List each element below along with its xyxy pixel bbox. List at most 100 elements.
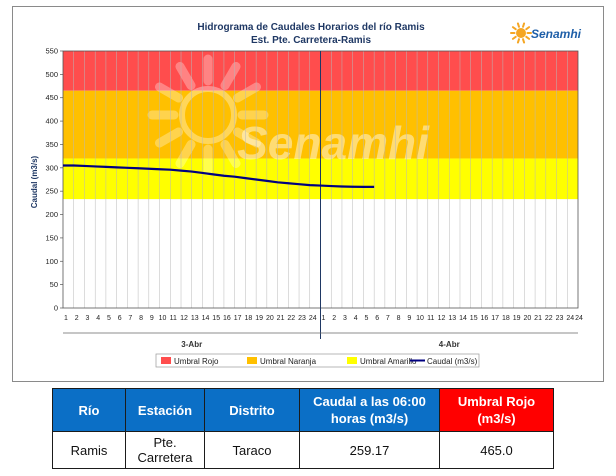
x-tick-label: 4 <box>96 315 100 322</box>
header-estacion: Estación <box>125 388 205 432</box>
cell-estacion: Pte. Carretera <box>125 431 205 469</box>
logo-text: Senamhi <box>531 27 582 41</box>
cell-rio: Ramis <box>52 431 126 469</box>
x-tick-label: 15 <box>470 315 478 322</box>
x-tick-label: 11 <box>427 315 434 322</box>
legend-entry: Umbral Amarillo <box>360 357 417 366</box>
cell-umbral-rojo: 465.0 <box>439 431 554 469</box>
x-tick-label: 18 <box>502 315 510 322</box>
legend: Umbral Rojo Umbral Naranja Umbral Amarillo… <box>155 353 480 368</box>
watermark-sun-ray <box>220 62 241 91</box>
y-tick-label: 50 <box>50 280 58 289</box>
y-tick-label: 200 <box>45 210 58 219</box>
x-tick-label: 8 <box>397 315 401 322</box>
vertical-gridlines <box>73 51 568 308</box>
x-tick-label: 23 <box>556 315 564 322</box>
watermark-sun-ray <box>232 127 261 148</box>
y-tick-labels: 0 50 100 150 200 250 300 350 400 450 500 550 <box>45 47 63 313</box>
y-tick-label: 250 <box>45 187 58 196</box>
x-tick-label: 9 <box>407 315 411 322</box>
x-tick-label: 1 <box>322 315 326 322</box>
x-tick-label: 10 <box>159 315 167 322</box>
header-distrito: Distrito <box>204 388 300 432</box>
table-row: Ramis Pte. Carretera Taraco 259.17 465.0 <box>52 431 554 469</box>
y-axis-label: Caudal (m3/s) <box>30 155 39 208</box>
y-tick-label: 100 <box>45 257 58 266</box>
watermark-sun-ray <box>232 82 261 103</box>
x-tick-label: 13 <box>191 315 199 322</box>
x-tick-label: 19 <box>255 315 263 322</box>
flow-summary-table: Río Estación Distrito Caudal a las 06:00… <box>52 388 554 469</box>
watermark: Senamhi <box>237 117 430 169</box>
x-tick-label: 22 <box>545 315 553 322</box>
watermark-sun-ray <box>175 139 196 168</box>
legend-entry: Umbral Naranja <box>260 357 317 366</box>
x-tick-label: 7 <box>386 315 390 322</box>
legend-swatch <box>161 357 171 364</box>
x-tick-label: 18 <box>244 315 252 322</box>
header-rio: Río <box>52 388 126 432</box>
logo-sun-ray <box>522 38 526 44</box>
watermark-sun-ray <box>155 127 184 148</box>
x-tick-label: 5 <box>107 315 111 322</box>
x-tick-label: 15 <box>212 315 220 322</box>
x-tick-label: 1 <box>64 315 68 322</box>
y-tick-label: 0 <box>54 304 58 313</box>
watermark-sun-ray <box>155 82 184 103</box>
legend-swatch <box>347 357 357 364</box>
x-tick-label: 6 <box>118 315 122 322</box>
x-tick-label: 12 <box>438 315 446 322</box>
axes <box>62 50 579 339</box>
x-tick-label: 4 <box>354 315 358 322</box>
x-tick-label: 3 <box>343 315 347 322</box>
x-tick-label: 20 <box>266 315 274 322</box>
series-line-caudal <box>63 164 375 188</box>
x-tick-label: 24 <box>566 315 574 322</box>
x-tick-label: 3 <box>86 315 90 322</box>
y-tick-label: 450 <box>45 93 58 102</box>
x-tick-label: 16 <box>481 315 489 322</box>
x-tick-label: 9 <box>150 315 154 322</box>
cell-caudal: 259.17 <box>299 431 440 469</box>
header-umbral-rojo: Umbral Rojo (m3/s) <box>439 388 554 432</box>
chart-frame: Hidrograma de Caudales Horarios del río … <box>12 6 604 382</box>
x-tick-label: 24 <box>309 315 317 322</box>
logo-sun-ray <box>511 26 517 31</box>
watermark-sun-icon <box>147 54 269 176</box>
x-tick-label: 13 <box>448 315 456 322</box>
x-tick-label: 17 <box>491 315 499 322</box>
x-tick-label: 14 <box>202 315 210 322</box>
y-tick-label: 400 <box>45 117 58 126</box>
y-tick-label: 500 <box>45 70 58 79</box>
y-tick-label: 550 <box>45 47 58 56</box>
header-caudal: Caudal a las 06:00 horas (m3/s) <box>299 388 440 432</box>
y-tick-label: 150 <box>45 233 58 242</box>
legend-entry: Caudal (m3/s) <box>427 357 478 366</box>
x-tick-label: 2 <box>75 315 79 322</box>
watermark-sun-disc <box>179 86 237 144</box>
logo-sun-ray <box>516 22 520 28</box>
x-tick-label: 23 <box>298 315 306 322</box>
logo-sun-disc <box>516 28 526 38</box>
x-tick-label: 5 <box>364 315 368 322</box>
logo-sun-ray <box>511 35 517 40</box>
day-label: 4-Abr <box>439 340 460 349</box>
table-header-row: Río Estación Distrito Caudal a las 06:00… <box>52 388 554 432</box>
x-tick-label: 2 <box>332 315 336 322</box>
x-tick-label: 10 <box>416 315 424 322</box>
hydrograph-chart: Hidrograma de Caudales Horarios del río … <box>30 22 583 368</box>
x-tick-label: 8 <box>139 315 143 322</box>
logo-sun-ray <box>525 26 531 31</box>
y-tick-label: 300 <box>45 163 58 172</box>
x-tick-label: 21 <box>534 315 542 322</box>
x-tick-label: 7 <box>128 315 132 322</box>
sun-icon <box>510 22 532 44</box>
x-tick-label: 6 <box>375 315 379 322</box>
watermark-sun-ray <box>175 62 196 91</box>
x-tick-label: 20 <box>523 315 531 322</box>
x-tick-label: 24 <box>575 315 583 322</box>
day-axis: 3-Abr 4-Abr <box>63 332 578 349</box>
cell-distrito: Taraco <box>204 431 300 469</box>
x-tick-labels: 1 2 3 4 5 6 7 8 9 10 11 12 13 14 15 16 17 18 19 20 21 22 23 24 1… <box>64 315 583 322</box>
chart-title: Hidrograma de Caudales Horarios del río … <box>197 22 425 33</box>
